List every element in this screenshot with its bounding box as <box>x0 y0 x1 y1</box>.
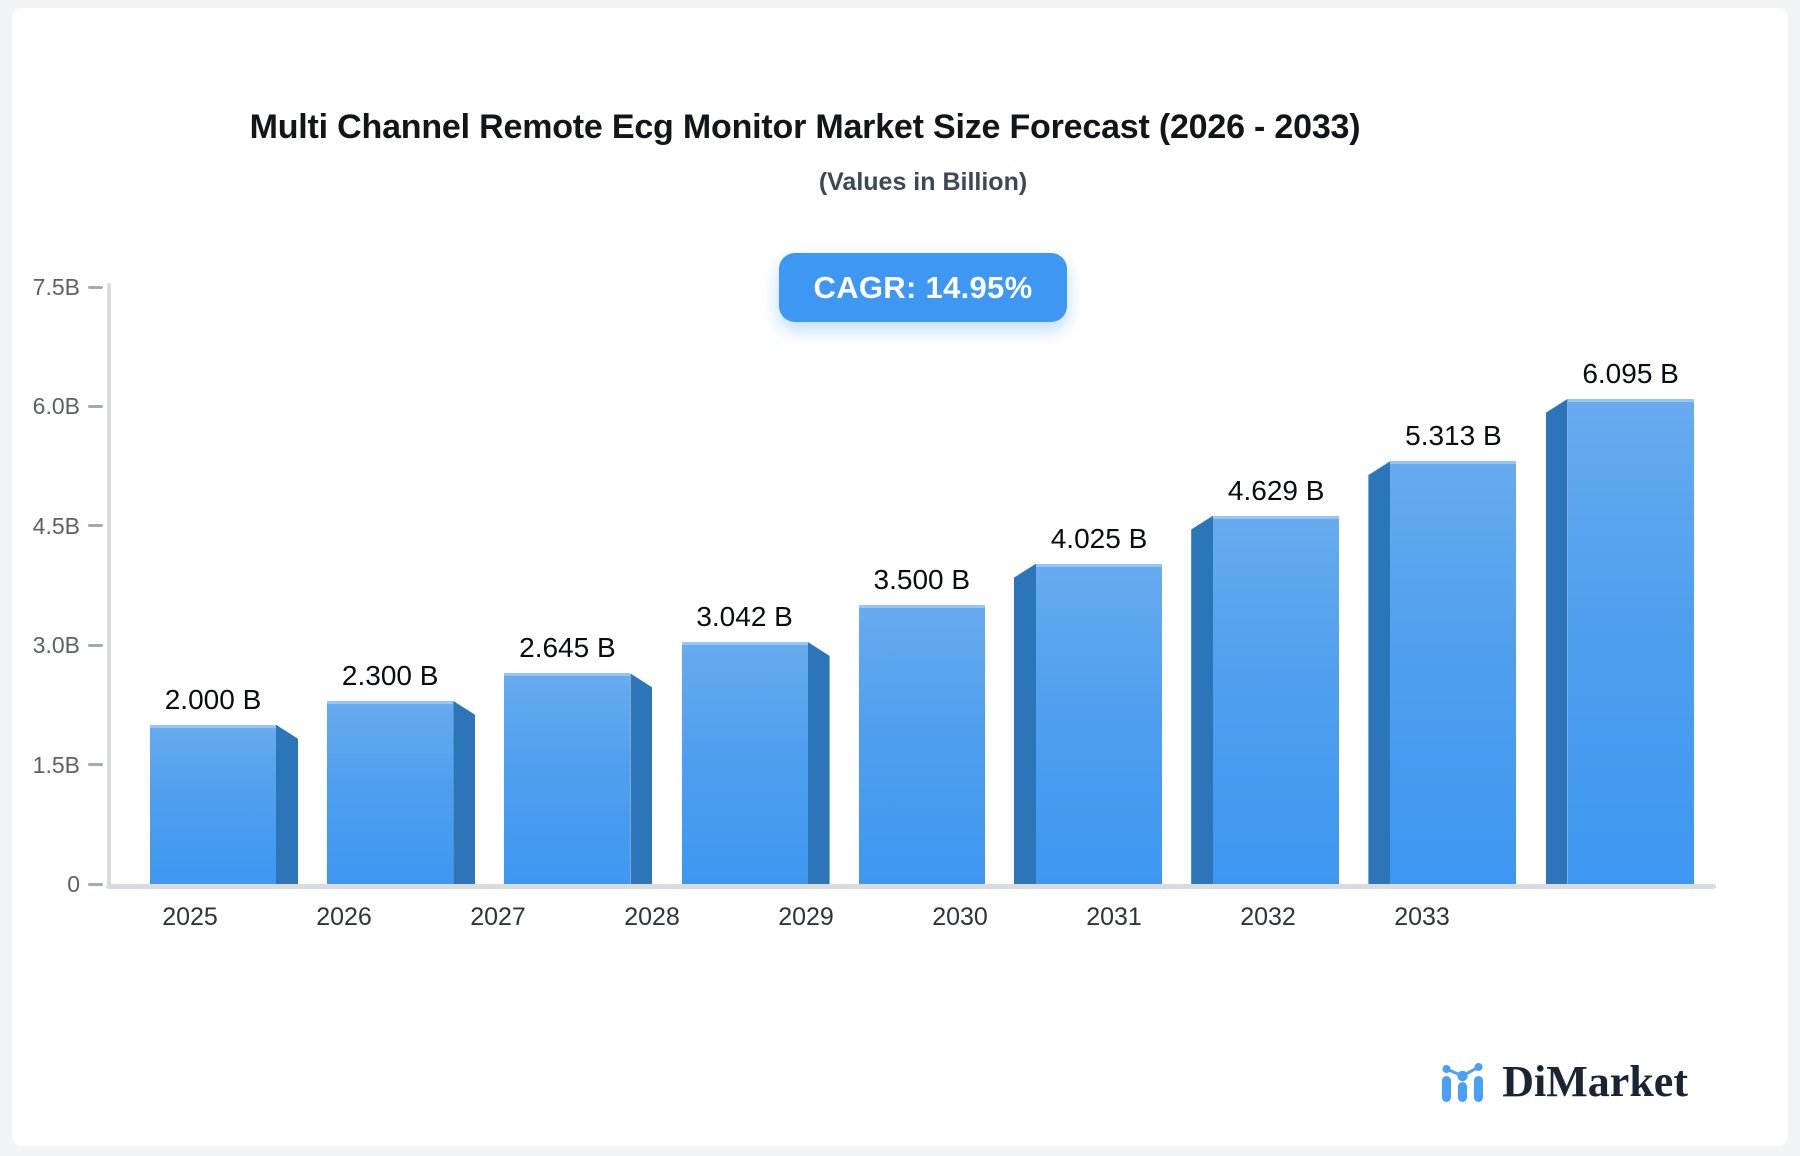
bar-top-highlight <box>504 673 631 677</box>
bar-2031 <box>1213 515 1340 884</box>
bar-3d-side-2028 <box>807 641 830 884</box>
bar-2029 <box>858 605 985 884</box>
bar-top-highlight <box>1213 515 1340 519</box>
y-axis-tick-mark <box>88 643 103 647</box>
bar-value-label-2033: 6.095 B <box>1582 357 1679 389</box>
bar-value-label-2032: 5.313 B <box>1405 420 1502 452</box>
y-axis-tick-mark <box>88 763 103 767</box>
bar-2028 <box>681 641 808 884</box>
bar-2033 <box>1567 398 1694 884</box>
bar-value-label-2025: 2.000 B <box>164 683 262 715</box>
bar-value-label-2027: 2.645 B <box>519 632 616 664</box>
x-axis-label-2027: 2027 <box>470 903 526 931</box>
bar-3d-side-2027 <box>630 673 653 884</box>
y-axis-tick-mark <box>88 524 103 528</box>
x-axis-label-2032: 2032 <box>1240 903 1296 931</box>
subtitle-container: (Values in Billion) <box>23 168 1800 197</box>
bar-value-label-2031: 4.629 B <box>1227 474 1325 506</box>
bar-line-chart-icon <box>1442 1063 1484 1102</box>
bar-top-highlight <box>681 641 808 645</box>
x-axis-label-2025: 2025 <box>162 903 218 931</box>
y-axis-tick-label: 0 <box>67 871 80 897</box>
x-axis-label-2026: 2026 <box>316 903 372 931</box>
y-axis-tick-mark <box>88 882 103 886</box>
bar-2025 <box>150 724 276 884</box>
bar-3d-side-2033 <box>1545 398 1568 884</box>
bar-2026 <box>327 700 454 884</box>
page-title: Multi Channel Remote Ecg Monitor Market … <box>249 108 1361 146</box>
brand-logo-text: DiMarket <box>1502 1057 1688 1106</box>
title-container: Multi Channel Remote Ecg Monitor Market … <box>0 108 1610 147</box>
y-axis-tick-label: 6.0B <box>32 393 80 420</box>
bar-3d-side-2026 <box>453 700 476 884</box>
bar-3d-side-2031 <box>1191 515 1214 884</box>
y-axis-tick-label: 1.5B <box>32 751 80 778</box>
y-axis-line <box>107 283 111 886</box>
bar-2032 <box>1390 461 1517 884</box>
cagr-badge: CAGR: 14.95% <box>779 253 1067 322</box>
bar-3d-side-2032 <box>1368 461 1391 884</box>
x-axis-label-2033: 2033 <box>1394 903 1450 931</box>
brand-logo: DiMarket <box>1440 1054 1688 1110</box>
y-axis-tick-label: 3.0B <box>32 632 80 659</box>
bar-top-highlight <box>1567 398 1694 402</box>
bar-value-label-2029: 3.500 B <box>873 564 971 596</box>
x-axis-label-2029: 2029 <box>778 903 834 931</box>
bar-3d-side-2025 <box>276 724 298 884</box>
bar-value-label-2026: 2.300 B <box>341 659 439 691</box>
bar-top-highlight <box>1036 563 1162 567</box>
bar-top-highlight <box>150 724 276 728</box>
x-axis-baseline <box>106 884 1716 889</box>
bar-top-highlight <box>327 700 454 704</box>
chart-subtitle: (Values in Billion) <box>818 168 1028 196</box>
y-axis-tick-label: 4.5B <box>32 512 80 539</box>
y-axis-tick-label: 7.5B <box>32 274 80 300</box>
bar-2027 <box>504 673 631 884</box>
cagr-badge-label: CAGR: 14.95% <box>813 269 1033 305</box>
x-axis-label-2030: 2030 <box>932 903 988 931</box>
bar-top-highlight <box>1390 461 1517 465</box>
bar-top-highlight <box>858 605 985 609</box>
x-axis-label-2031: 2031 <box>1086 903 1142 931</box>
y-axis-tick-mark <box>88 285 103 289</box>
bar-value-label-2030: 4.025 B <box>1050 522 1148 554</box>
x-axis-label-2028: 2028 <box>624 903 680 931</box>
bar-2030 <box>1036 563 1162 884</box>
bar-value-label-2028: 3.042 B <box>696 600 793 632</box>
bar-3d-side-2030 <box>1014 563 1036 884</box>
y-axis-tick-mark <box>88 404 103 408</box>
